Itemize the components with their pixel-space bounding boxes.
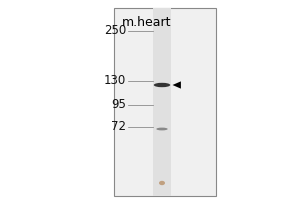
Bar — [153, 8, 171, 196]
Text: 250: 250 — [104, 24, 126, 38]
Polygon shape — [172, 81, 181, 89]
Text: 95: 95 — [111, 98, 126, 112]
Text: 130: 130 — [104, 74, 126, 88]
Bar — [114, 8, 216, 196]
Ellipse shape — [154, 83, 170, 87]
Ellipse shape — [159, 181, 165, 185]
Ellipse shape — [156, 128, 168, 130]
Text: m.heart: m.heart — [122, 16, 172, 29]
Text: 72: 72 — [111, 120, 126, 134]
